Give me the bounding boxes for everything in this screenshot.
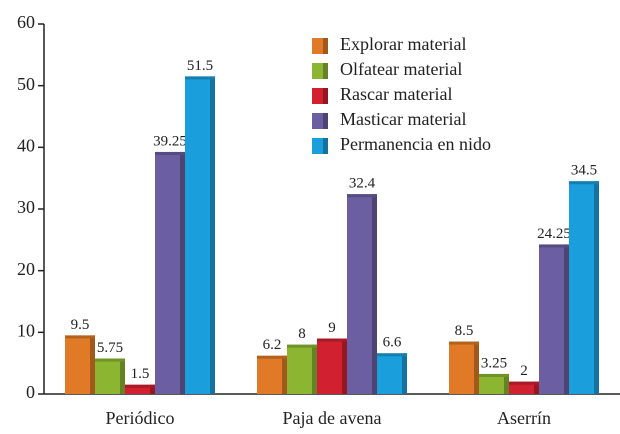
y-tick-label: 10 <box>17 320 35 340</box>
bar-top <box>155 151 185 155</box>
bar-top <box>569 181 599 185</box>
bar-shade <box>210 76 215 395</box>
legend-swatch-shade <box>323 138 328 154</box>
value-label: 24.25 <box>537 226 571 242</box>
value-label: 8.5 <box>455 323 474 339</box>
bar <box>509 381 539 394</box>
x-tick-label: Paja de avena <box>283 408 382 428</box>
bar-top <box>347 194 377 198</box>
bar-top <box>125 384 155 388</box>
bar-top <box>317 338 347 342</box>
value-label: 9 <box>328 320 336 336</box>
value-label: 9.5 <box>71 317 90 333</box>
legend-swatch-shade <box>323 113 328 129</box>
bar-top <box>479 373 509 377</box>
legend-label: Olfatear material <box>340 59 462 79</box>
y-tick-label: 30 <box>17 197 35 217</box>
bar-top <box>449 341 479 345</box>
value-label: 39.25 <box>153 133 187 149</box>
bar-shade <box>282 355 287 394</box>
bar-top <box>539 244 569 248</box>
y-tick-label: 0 <box>26 382 35 402</box>
value-label: 3.25 <box>481 355 507 371</box>
y-tick-label: 50 <box>17 74 35 94</box>
y-tick-label: 40 <box>17 135 35 155</box>
bar-top <box>377 353 407 357</box>
bar-shade <box>342 338 347 394</box>
bar-shade <box>120 358 125 394</box>
x-tick-label: Aserrín <box>497 408 551 428</box>
bar-shade <box>90 335 95 394</box>
value-label: 6.2 <box>263 337 282 353</box>
bar-shade <box>150 384 155 394</box>
y-tick-label: 20 <box>17 259 35 279</box>
x-tick-label: Periódico <box>106 408 175 428</box>
legend-label: Explorar material <box>340 34 466 54</box>
legend-swatch-shade <box>323 63 328 79</box>
bar-top <box>95 358 125 362</box>
y-tick-label: 60 <box>17 12 35 32</box>
value-label: 1.5 <box>131 366 150 382</box>
bar-top <box>257 355 287 359</box>
bar-shade <box>564 244 569 394</box>
bar-shade <box>372 194 377 394</box>
value-label: 6.6 <box>383 335 402 351</box>
bar-top <box>287 344 317 348</box>
value-label: 2 <box>520 363 528 379</box>
legend-swatch-shade <box>323 88 328 104</box>
bar-shade <box>474 341 479 394</box>
bar-shade <box>180 151 185 394</box>
legend-swatch-shade <box>323 38 328 54</box>
value-label: 32.4 <box>349 176 376 192</box>
bar-top <box>185 76 215 80</box>
value-label: 34.5 <box>571 163 597 179</box>
bar-shade <box>402 353 407 394</box>
legend-label: Permanencia en nido <box>340 134 491 154</box>
value-label: 51.5 <box>187 58 213 74</box>
value-label: 8 <box>298 326 306 342</box>
bar-shade <box>594 181 599 394</box>
bar <box>125 384 155 394</box>
bar-shade <box>312 344 317 394</box>
bar-shade <box>504 373 509 394</box>
bar-shade <box>534 381 539 394</box>
bar-top <box>509 381 539 385</box>
value-label: 5.75 <box>97 340 123 356</box>
legend-label: Rascar material <box>340 84 452 104</box>
bar <box>479 373 509 394</box>
bar-top <box>65 335 95 339</box>
legend-label: Masticar material <box>340 109 466 129</box>
